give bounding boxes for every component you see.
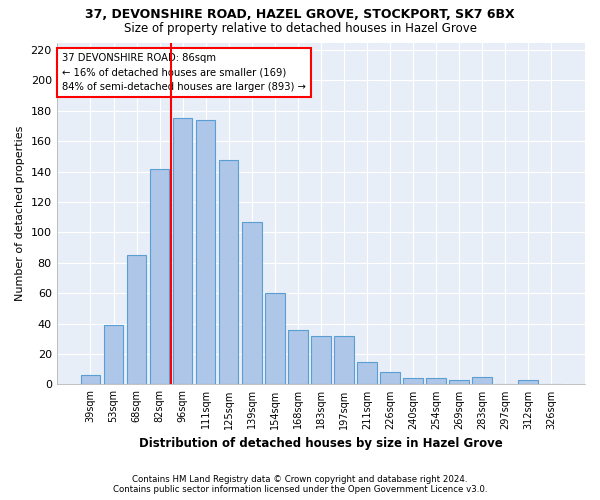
- Bar: [150, 168, 169, 384]
- Text: 37, DEVONSHIRE ROAD, HAZEL GROVE, STOCKPORT, SK7 6BX: 37, DEVONSHIRE ROAD, HAZEL GROVE, STOCKP…: [85, 8, 515, 20]
- Text: Contains HM Land Registry data © Crown copyright and database right 2024.: Contains HM Land Registry data © Crown c…: [132, 475, 468, 484]
- Bar: [334, 336, 353, 384]
- X-axis label: Distribution of detached houses by size in Hazel Grove: Distribution of detached houses by size …: [139, 437, 503, 450]
- Text: Size of property relative to detached houses in Hazel Grove: Size of property relative to detached ho…: [124, 22, 476, 35]
- Bar: [219, 160, 238, 384]
- Bar: [357, 362, 377, 384]
- Text: 37 DEVONSHIRE ROAD: 86sqm
← 16% of detached houses are smaller (169)
84% of semi: 37 DEVONSHIRE ROAD: 86sqm ← 16% of detac…: [62, 53, 306, 92]
- Bar: [403, 378, 423, 384]
- Bar: [472, 377, 492, 384]
- Bar: [173, 118, 193, 384]
- Bar: [426, 378, 446, 384]
- Bar: [311, 336, 331, 384]
- Y-axis label: Number of detached properties: Number of detached properties: [15, 126, 25, 301]
- Bar: [242, 222, 262, 384]
- Bar: [104, 325, 123, 384]
- Bar: [196, 120, 215, 384]
- Bar: [449, 380, 469, 384]
- Text: Contains public sector information licensed under the Open Government Licence v3: Contains public sector information licen…: [113, 485, 487, 494]
- Bar: [518, 380, 538, 384]
- Bar: [380, 372, 400, 384]
- Bar: [127, 256, 146, 384]
- Bar: [265, 293, 284, 384]
- Bar: [288, 330, 308, 384]
- Bar: [80, 376, 100, 384]
